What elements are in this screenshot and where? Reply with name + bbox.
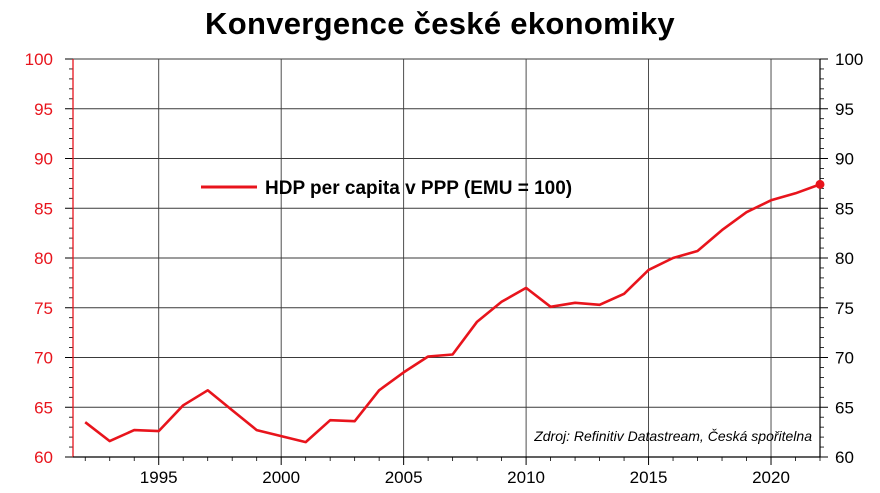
y-tick-label-right: 85	[835, 199, 854, 218]
grid-lines	[73, 58, 820, 457]
y-tick-label-right: 80	[835, 249, 854, 268]
y-tick-label-left: 75	[34, 299, 53, 318]
legend: HDP per capita v PPP (EMU = 100)	[201, 178, 572, 199]
y-tick-label-left: 100	[25, 50, 53, 69]
x-tick-label: 2020	[752, 468, 790, 487]
x-tick-label: 2005	[385, 468, 423, 487]
y-tick-label-left: 80	[34, 249, 53, 268]
x-tick-label: 2010	[507, 468, 545, 487]
series-line	[84, 183, 821, 444]
tick-labels: 100 100 95 95 90 90 85 85 80 80 75 75 70 70 65 65 60 60 19…	[25, 50, 864, 487]
y-tick-label-left: 95	[34, 100, 53, 119]
chart-title: Konvergence české ekonomiky	[205, 6, 675, 41]
y-tick-label-right: 95	[835, 100, 854, 119]
y-tick-label-left: 85	[34, 199, 53, 218]
x-tick-label: 2015	[630, 468, 668, 487]
series-lines	[84, 179, 825, 444]
x-tick-label: 1995	[140, 468, 178, 487]
y-tick-label-left: 60	[34, 448, 53, 467]
y-tick-label-left: 90	[34, 150, 53, 169]
y-tick-label-right: 60	[835, 448, 854, 467]
y-tick-label-right: 100	[835, 50, 863, 69]
legend-label: HDP per capita v PPP (EMU = 100)	[265, 178, 572, 199]
y-tick-label-left: 65	[34, 398, 53, 417]
y-tick-label-left: 70	[34, 349, 53, 368]
series-end-point	[815, 179, 825, 189]
source-annotation: Zdroj: Refinitiv Datastream, Česká spoři…	[533, 428, 812, 444]
y-tick-label-right: 75	[835, 299, 854, 318]
x-tick-label: 2000	[262, 468, 300, 487]
y-tick-label-right: 90	[835, 150, 854, 169]
y-tick-label-right: 65	[835, 398, 854, 417]
axes	[65, 58, 828, 465]
y-tick-label-right: 70	[835, 349, 854, 368]
